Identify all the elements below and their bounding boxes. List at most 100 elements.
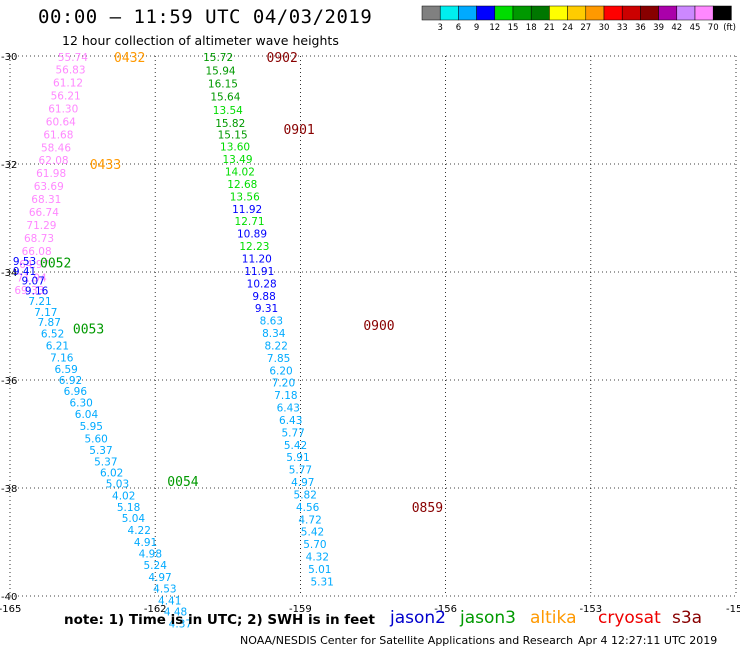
pass-time-label: 0901	[283, 123, 314, 138]
swh-value-jason3: 4.91	[134, 537, 157, 549]
swh-value-jason3: 4.98	[139, 548, 162, 560]
swh-value-altika: 69.33	[14, 285, 44, 297]
swh-value-s3a: 6.43	[277, 403, 300, 415]
colorbar-label: 45	[690, 23, 701, 33]
colorbar-swatch	[439, 5, 459, 21]
colorbar-label: 15	[508, 23, 519, 33]
pass-time-label: 0052	[40, 256, 71, 271]
colorbar-label: 21	[544, 23, 555, 33]
swh-value-jason3: 6.92	[59, 375, 82, 387]
swh-value-s3a: 5.31	[310, 576, 333, 588]
colorbar-label: 18	[526, 23, 537, 33]
pass-time-label: 0900	[363, 319, 394, 334]
swh-value-jason3: 9.53	[13, 256, 36, 268]
legend-jason2: jason2	[390, 608, 446, 628]
colorbar-swatch	[603, 5, 623, 21]
swh-value-altika: 61.12	[53, 77, 83, 89]
swh-value-jason3: 5.37	[94, 457, 117, 469]
swh-value-jason3: 7.21	[28, 296, 51, 308]
swh-value-s3a: 5.77	[289, 465, 312, 477]
swh-value-s3a: 7.85	[267, 353, 290, 365]
generated-timestamp: Apr 4 12:27:11 UTC 2019	[578, 634, 718, 647]
x-tick-label: -153	[579, 604, 602, 615]
y-tick-label: -40	[1, 592, 17, 603]
swh-value-jason3: 5.60	[84, 433, 107, 445]
swh-value-jason3: 6.96	[64, 386, 88, 398]
swh-value-altika: 56.21	[51, 90, 81, 102]
colorbar-swatch	[640, 5, 659, 21]
colorbar-swatch	[512, 5, 532, 21]
swh-value-jason3: 4.22	[128, 525, 151, 537]
axis-ticks: -165 -162 -159 -156 -153 -15 -30 -32 -34 -36 -38 -4…	[0, 52, 740, 615]
colorbar-label: 39	[653, 23, 664, 33]
swh-value-s3a: 12.71	[235, 216, 265, 228]
colorbar-swatch	[476, 5, 496, 21]
colorbar-swatch	[694, 5, 714, 21]
swh-value-jason3: 6.30	[69, 398, 92, 410]
x-tick-label: -15	[726, 604, 740, 615]
swh-value-altika: 60.64	[46, 116, 76, 128]
pass-time-label: 0433	[90, 158, 121, 173]
swh-value-jason3: 5.37	[89, 445, 112, 457]
swh-value-s3a: 8.63	[260, 316, 283, 328]
swh-value-altika: 61.30	[48, 103, 78, 115]
swh-value-altika: 66.74	[29, 207, 59, 219]
swh-value-jason3: 4.02	[112, 491, 135, 503]
swh-value-altika: 56.83	[55, 65, 85, 77]
swh-value-jason3: 5.18	[117, 502, 140, 514]
colorbar-swatch	[712, 5, 732, 21]
swh-value-s3a: 5.82	[294, 489, 317, 501]
units-note: note: 1) Time is in UTC; 2) SWH is in fe…	[64, 612, 375, 628]
color-legend: 3 6 9 12 15 18 21 24 27 30 33 36 39 42 45 70 (ft)	[421, 5, 736, 33]
swh-value-jason3: 4.37	[169, 619, 192, 631]
swh-value-altika: 61.68	[43, 129, 73, 141]
swh-value-jason3: 6.04	[75, 409, 99, 421]
pass-time-label: 0859	[412, 501, 443, 516]
swh-value-s3a: 11.92	[232, 204, 262, 216]
swh-value-jason3: 6.52	[41, 329, 64, 341]
swh-value-jason3: 5.95	[80, 421, 103, 433]
swh-value-s3a: 16.15	[208, 79, 238, 91]
swh-value-jason3: 7.16	[50, 352, 74, 364]
swh-value-altika: 62.08	[39, 155, 69, 167]
colorbar-label: 9	[474, 23, 479, 33]
swh-value-altika: 66.08	[22, 246, 52, 258]
swh-value-s3a: 13.60	[220, 142, 250, 154]
swh-value-jason3: 6.21	[46, 340, 69, 352]
credit-line: NOAA/NESDIS Center for Satellite Applica…	[240, 634, 574, 647]
colorbar-label: 6	[456, 23, 461, 33]
colorbar-swatch	[676, 5, 696, 21]
colorbar-label: 27	[580, 23, 591, 33]
colorbar-label: 24	[562, 23, 573, 33]
chart-title: 00:00 – 11:59 UTC 04/03/2019	[38, 6, 373, 28]
colorbar-label: 30	[599, 23, 610, 33]
swh-value-altika: 71.29	[26, 220, 56, 232]
swh-value-jason3: 5.04	[122, 513, 146, 525]
swh-value-s3a: 7.20	[272, 378, 295, 390]
y-tick-label: -38	[1, 484, 17, 495]
swh-value-s3a: 15.15	[218, 129, 248, 141]
x-tick-label: -159	[289, 604, 312, 615]
swh-value-altika: 68.73	[24, 233, 54, 245]
swh-value-s3a: 7.18	[274, 390, 297, 402]
swh-value-jason3: 4.53	[153, 583, 176, 595]
swh-value-jason3: 9.41	[13, 266, 36, 278]
swh-value-s3a: 9.31	[255, 303, 278, 315]
chart-subtitle: 12 hour collection of altimeter wave hei…	[62, 33, 339, 48]
legend-altika: altika	[530, 608, 577, 628]
pass-time-label: 0432	[114, 51, 145, 66]
swh-value-s3a: 4.32	[306, 552, 329, 564]
time-labels: 0432 0433 0052 0053 0054 0902 0901 0900 0859	[40, 51, 443, 516]
swh-value-s3a: 5.42	[301, 527, 324, 539]
swh-value-s3a: 12.68	[227, 179, 257, 191]
colorbar-swatch	[530, 5, 550, 21]
swh-value-s3a: 5.01	[308, 564, 331, 576]
y-tick-label: -34	[1, 268, 17, 279]
swh-points: 55.7456.8361.1256.2161.3060.6461.6858.46…	[13, 52, 334, 630]
colorbar-swatch	[494, 5, 514, 21]
pass-time-label: 0902	[267, 51, 298, 66]
swh-value-jason3: 7.87	[38, 317, 61, 329]
swh-value-s3a: 15.94	[206, 66, 236, 78]
colorbar-swatch	[458, 5, 477, 21]
swh-value-s3a: 12.23	[239, 241, 269, 253]
